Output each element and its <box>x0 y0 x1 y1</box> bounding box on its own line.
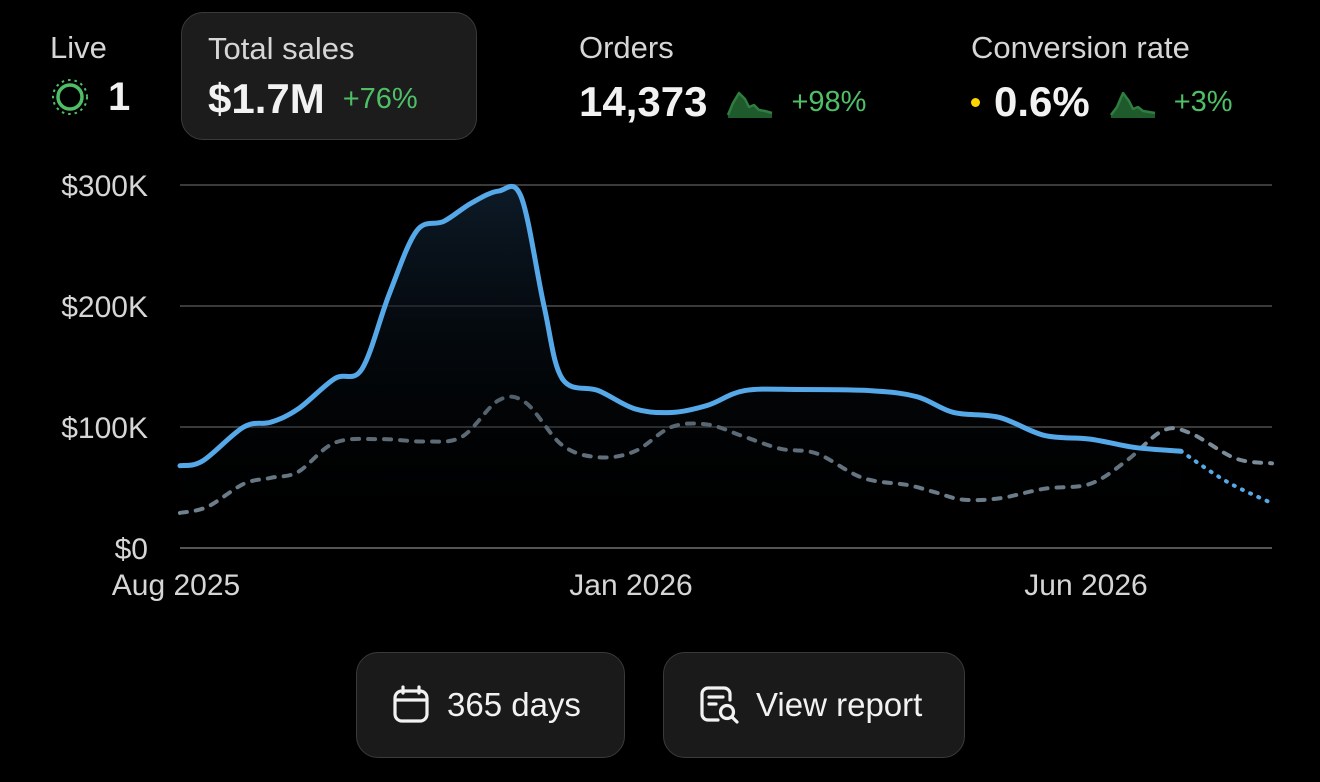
live-pulse-icon <box>52 79 88 115</box>
view-report-button[interactable]: View report <box>663 652 965 758</box>
conversion-rate-label: Conversion rate <box>971 30 1190 65</box>
live-label: Live <box>50 30 107 65</box>
sales-series-area <box>180 186 1181 548</box>
sales-projection-line <box>1179 449 1274 506</box>
orders-metric[interactable]: Orders 14,373 +98% <box>579 32 866 123</box>
calendar-icon <box>393 685 429 723</box>
live-visitors-metric: Live 1 <box>50 32 130 117</box>
orders-change: +98% <box>791 85 867 118</box>
x-tick-label: Aug 2025 <box>112 569 240 602</box>
x-tick-label: Jan 2026 <box>569 569 692 602</box>
status-dot-icon <box>971 97 980 107</box>
sales-line-chart: $0 $100K $200K $300K Aug 2025 Jan 2026 Jun 202… <box>61 170 1274 602</box>
orders-sparkline-icon <box>727 91 773 118</box>
conversion-rate-change: +3% <box>1173 85 1233 118</box>
x-tick-label: Jun 2026 <box>1024 569 1147 602</box>
y-tick-label: $0 <box>115 533 148 566</box>
y-tick-label: $300K <box>61 170 148 203</box>
view-report-label: View report <box>756 686 923 723</box>
total-sales-card[interactable]: Total sales $1.7M +76% <box>181 12 477 140</box>
y-tick-label: $200K <box>61 291 148 324</box>
total-sales-value: $1.7M <box>208 75 325 122</box>
conversion-sparkline-icon <box>1109 91 1155 118</box>
total-sales-label: Total sales <box>208 31 355 66</box>
orders-value: 14,373 <box>579 78 708 125</box>
sales-series-line <box>177 184 1184 469</box>
date-range-label: 365 days <box>447 686 581 723</box>
report-search-icon <box>700 686 739 724</box>
orders-label: Orders <box>579 30 674 65</box>
total-sales-change: +76% <box>342 82 418 115</box>
live-count: 1 <box>108 75 131 119</box>
conversion-rate-value: 0.6% <box>994 78 1090 125</box>
conversion-rate-metric[interactable]: Conversion rate 0.6% +3% <box>971 32 1233 123</box>
y-tick-label: $100K <box>61 412 148 445</box>
date-range-button[interactable]: 365 days <box>356 652 625 758</box>
